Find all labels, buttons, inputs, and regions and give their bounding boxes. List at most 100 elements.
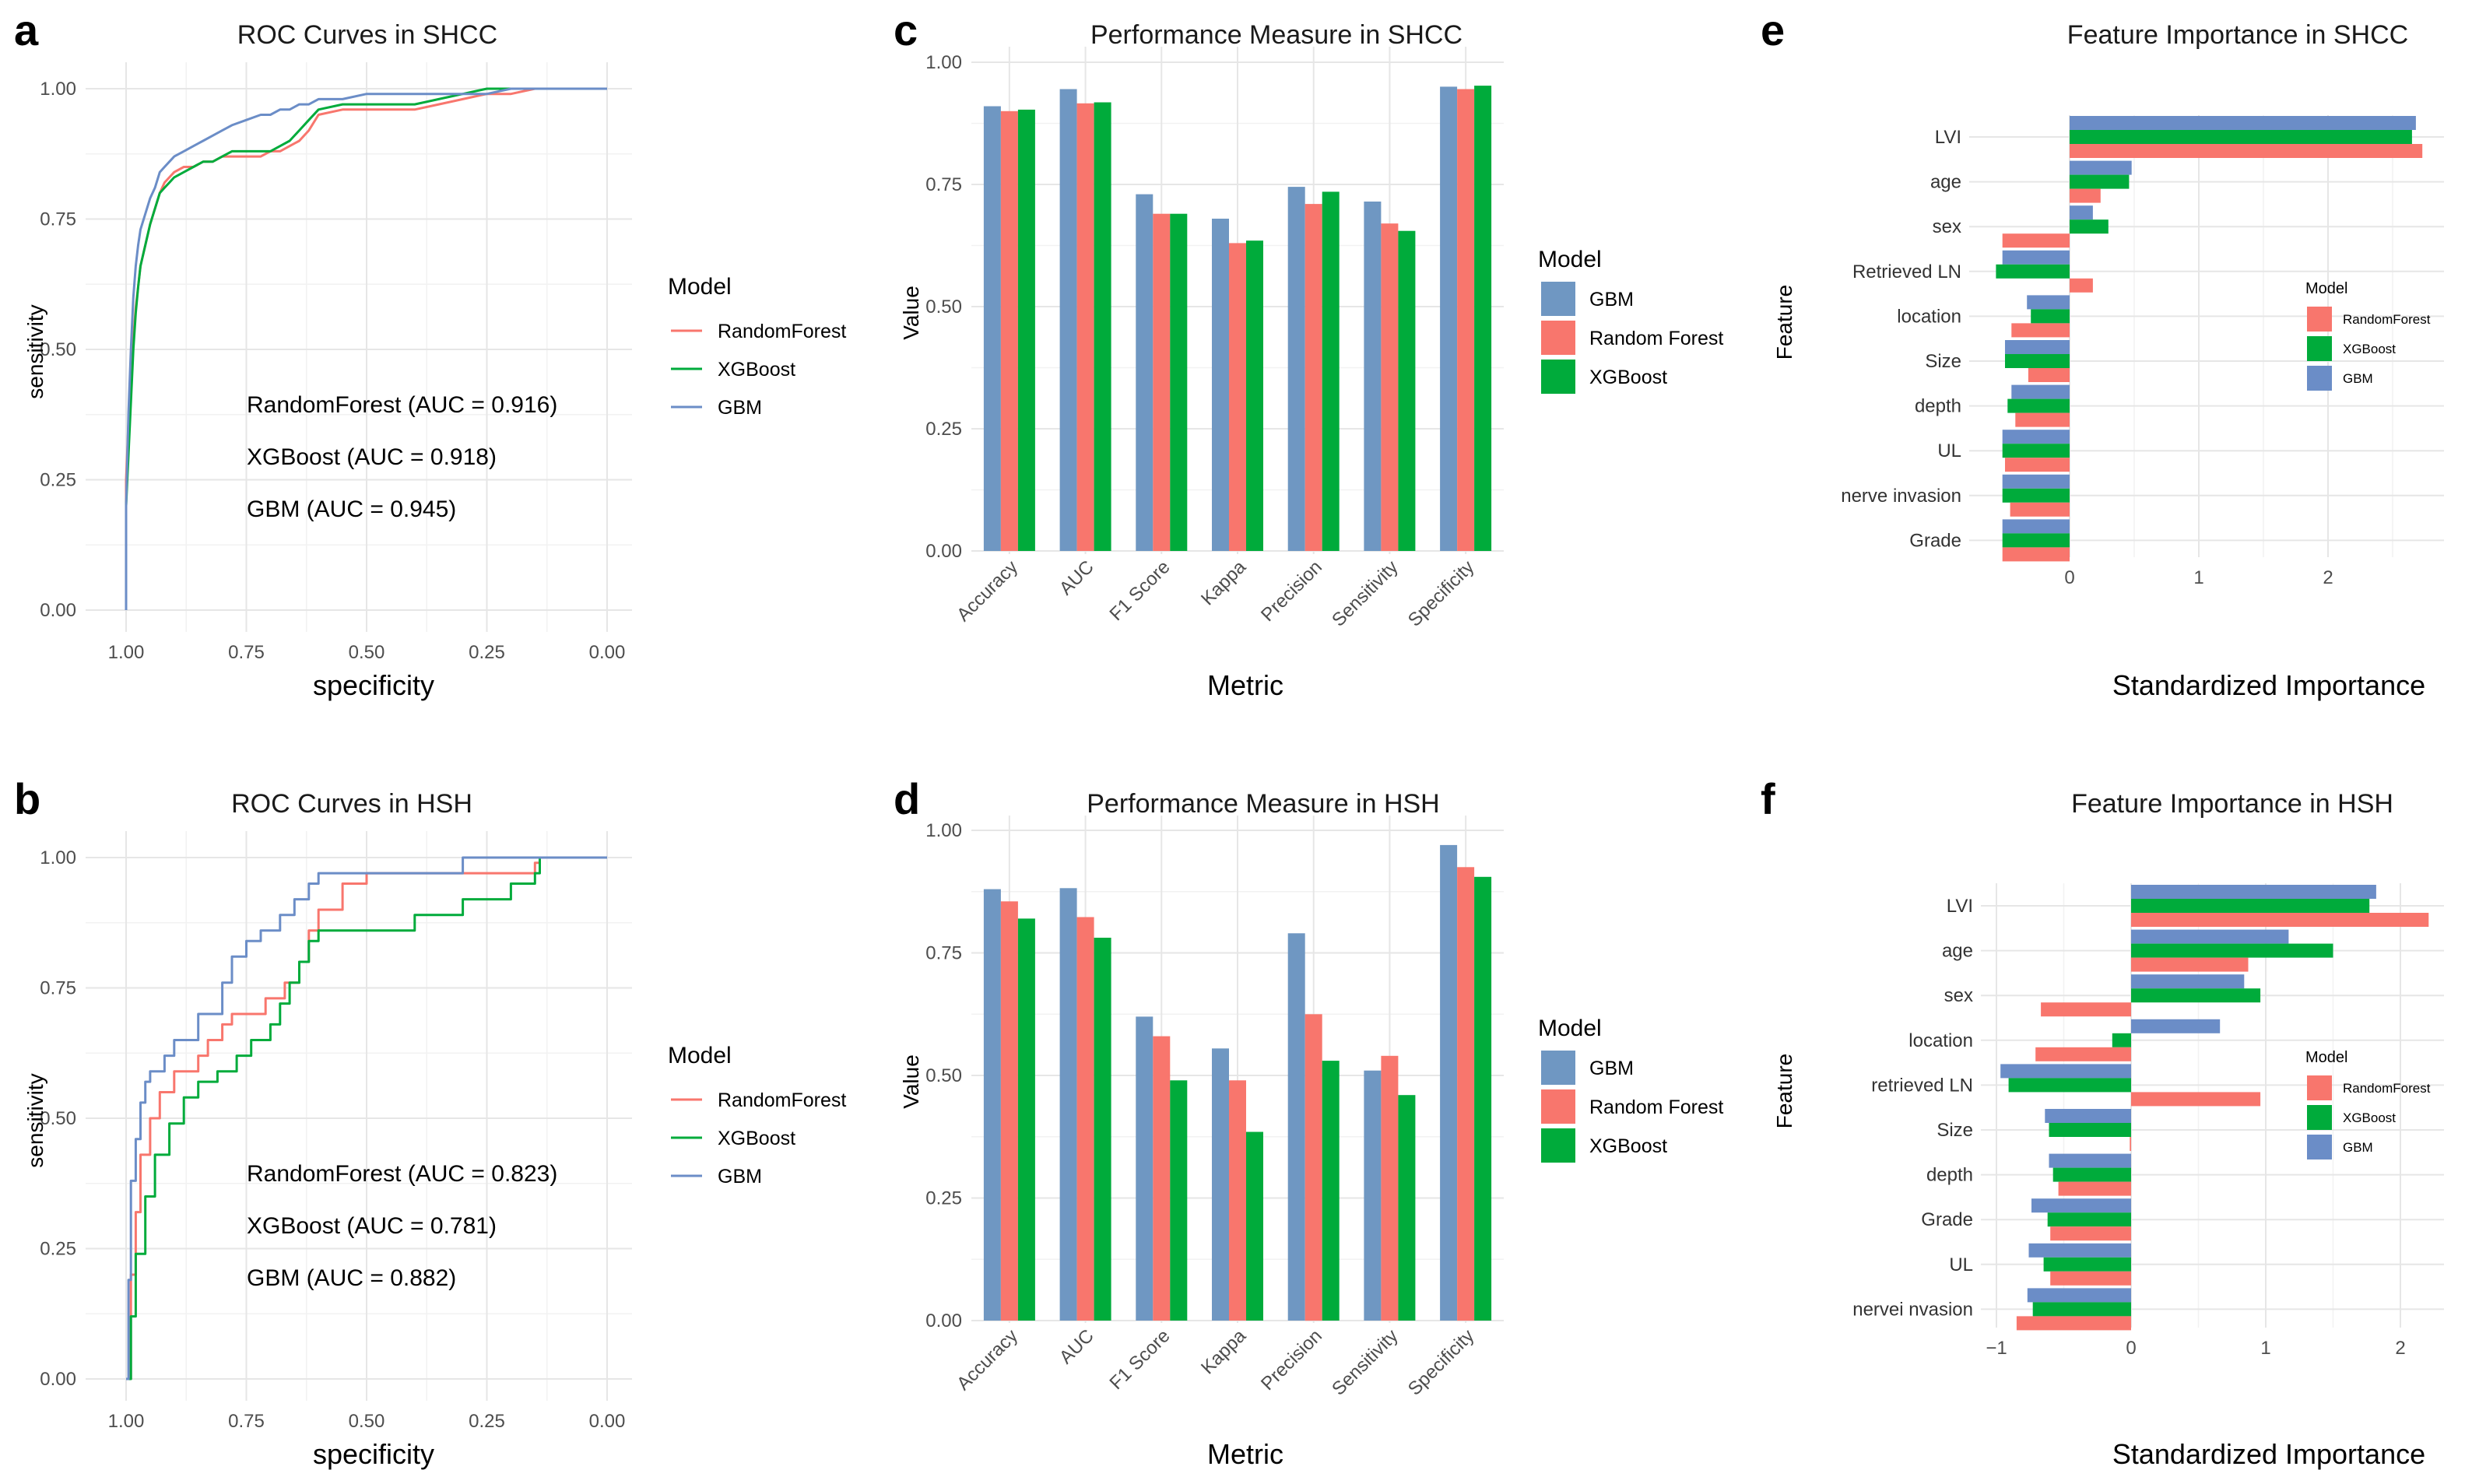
x-tick-label: 0.25	[469, 1411, 505, 1432]
roc-curve-randomforest	[126, 856, 607, 1381]
bar-gbm-auc	[1059, 89, 1077, 551]
panel-c: c Performance Measure in SHCC 0.000.250.…	[894, 5, 1723, 701]
x-tick-label: 0.50	[349, 642, 385, 663]
panel-c-title: Performance Measure in SHCC	[1090, 20, 1462, 50]
legend-swatch-xgboost	[1541, 1128, 1575, 1163]
bar-randomforest-retrieved-ln	[2070, 278, 2093, 293]
x-tick-label: 1	[2260, 1338, 2270, 1359]
panel-a-plot: 1.00 0.75 0.50 0.25 0.00 0.00 0.25 0.50 0.75 1.00	[40, 62, 632, 663]
y-tick-label: 1.00	[925, 52, 962, 73]
bar-gbm-sex	[2070, 205, 2093, 220]
legend-label-xgboost: XGBoost	[718, 1128, 795, 1149]
panel-a: a ROC Curves in SHCC 1.00 0.75 0.50 0.25 0.0…	[14, 5, 846, 701]
panel-a-ylabel: sensitivity	[23, 304, 47, 398]
panel-d-legend-title: Model	[1538, 1016, 1602, 1041]
y-tick-label: 1.00	[40, 79, 76, 100]
panel-f-legend: Model RandomForest XGBoost GBM	[2305, 1049, 2431, 1159]
bar-gbm-location	[2131, 1019, 2221, 1033]
bar-random-forest-accuracy	[1000, 901, 1018, 1321]
bar-gbm-kappa	[1212, 219, 1229, 551]
roc-curve-gbm	[125, 87, 607, 610]
legend-label-gbm: GBM	[1589, 289, 1634, 310]
bar-xgboost-accuracy	[1017, 109, 1035, 551]
bar-xgboost-nerve-invasion	[2002, 488, 2070, 503]
bar-gbm-nerve-invasion	[2002, 474, 2070, 489]
panel-e-tag: e	[1761, 5, 1785, 54]
bar-xgboost-precision	[1322, 1061, 1340, 1321]
bar-xgboost-sensitivity	[1398, 230, 1416, 551]
x-tick-label: 0.00	[589, 1411, 626, 1432]
x-tick-label-specificity: Specificity	[1404, 1325, 1478, 1399]
bar-gbm-lvi	[2131, 885, 2376, 899]
y-tick-label: 0.50	[40, 339, 76, 360]
panel-d-title: Performance Measure in HSH	[1087, 789, 1440, 819]
panel-b-plot: 1.00 0.75 0.50 0.25 0.00 0.00 0.25 0.50 0.75 1.00	[40, 831, 632, 1432]
x-tick-label: 1	[2193, 567, 2203, 588]
bar-xgboost-specificity	[1474, 86, 1492, 552]
bar-random-forest-precision	[1304, 204, 1322, 551]
bar-randomforest-nerve-invasion	[2010, 502, 2070, 517]
panel-b-ylabel: sensitivity	[23, 1073, 47, 1167]
y-tick-label: 0.75	[925, 943, 962, 964]
bar-xgboost-age	[2070, 174, 2130, 189]
panel-c-legend: Model GBM Random Forest XGBoost	[1538, 247, 1723, 394]
feature-label-nervei-nvasion: nervei nvasion	[1852, 1299, 1973, 1320]
panel-f-xlabel: Standardized Importance	[2112, 1438, 2425, 1470]
panel-f: f Feature Importance in HSH −1 0 1 2 LVI age s…	[1761, 774, 2444, 1470]
bar-randomforest-lvi	[2131, 913, 2429, 927]
bar-xgboost-size	[2005, 354, 2070, 368]
bar-xgboost-sensitivity	[1398, 1095, 1416, 1321]
bar-gbm-ul	[2002, 430, 2070, 444]
bar-gbm-grade	[2002, 519, 2070, 534]
panel-b-xlabel: specificity	[313, 1438, 434, 1470]
bar-gbm-precision	[1287, 187, 1305, 551]
panel-a-tag: a	[14, 5, 39, 54]
bar-xgboost-lvi	[2131, 899, 2370, 913]
bar-randomforest-depth	[2015, 412, 2070, 427]
bar-random-forest-kappa	[1229, 243, 1246, 551]
x-tick-label-auc: AUC	[1055, 556, 1098, 599]
y-tick-label: 0.75	[40, 978, 76, 999]
bar-xgboost-f1-score	[1170, 213, 1188, 551]
legend-swatch-random-forest	[1541, 1089, 1575, 1124]
bar-randomforest-size	[2028, 368, 2070, 382]
bar-xgboost-f1-score	[1170, 1080, 1188, 1321]
feature-label-location: location	[1908, 1030, 1973, 1051]
legend-label-randomforest: RandomForest	[2343, 312, 2431, 327]
bar-xgboost-grade	[2047, 1212, 2131, 1227]
legend-label-random-forest: Random Forest	[1589, 1096, 1723, 1118]
bar-gbm-specificity	[1440, 86, 1458, 551]
bar-gbm-retrieved-ln	[2002, 250, 2070, 265]
bar-randomforest-grade	[2002, 547, 2070, 562]
bar-gbm-sensitivity	[1364, 1070, 1382, 1321]
legend-swatch-xgboost	[2307, 336, 2332, 361]
feature-label-grade: Grade	[1909, 530, 1961, 551]
x-tick-label: 1.00	[108, 1411, 145, 1432]
panel-c-plot: 0.00 0.25 0.50 0.75 1.00 Accuracy AUC F1 Score K…	[925, 47, 1504, 631]
legend-label-xgboost: XGBoost	[718, 359, 795, 381]
feature-label-size: Size	[1925, 351, 1961, 372]
bar-gbm-age	[2131, 929, 2289, 944]
bar-randomforest-ul	[2005, 458, 2070, 472]
bar-gbm-location	[2027, 295, 2070, 310]
bar-xgboost-specificity	[1474, 876, 1492, 1321]
bar-gbm-grade	[2031, 1198, 2131, 1213]
x-tick-label: 0.75	[228, 642, 265, 663]
bar-xgboost-retrieved-ln	[2008, 1078, 2131, 1093]
panel-d-legend: Model GBM Random Forest XGBoost	[1538, 1016, 1723, 1163]
panel-e-xlabel: Standardized Importance	[2112, 669, 2425, 701]
bar-gbm-auc	[1059, 888, 1077, 1321]
panel-a-annotation-gbm: GBM (AUC = 0.945)	[247, 496, 456, 522]
feature-label-lvi: LVI	[1935, 127, 1961, 148]
bar-gbm-lvi	[2070, 116, 2416, 130]
legend-label-gbm: GBM	[718, 397, 762, 419]
x-tick-label: 1.00	[108, 642, 145, 663]
feature-label-depth: depth	[1926, 1165, 1973, 1186]
roc-curve-xgboost	[125, 87, 607, 610]
roc-curve-gbm	[126, 856, 607, 1381]
legend-label-randomforest: RandomForest	[718, 1089, 846, 1111]
bar-xgboost-auc	[1094, 102, 1111, 551]
legend-swatch-gbm	[2307, 1135, 2332, 1159]
x-tick-label: 2	[2323, 567, 2333, 588]
bar-gbm-f1-score	[1136, 1016, 1153, 1321]
